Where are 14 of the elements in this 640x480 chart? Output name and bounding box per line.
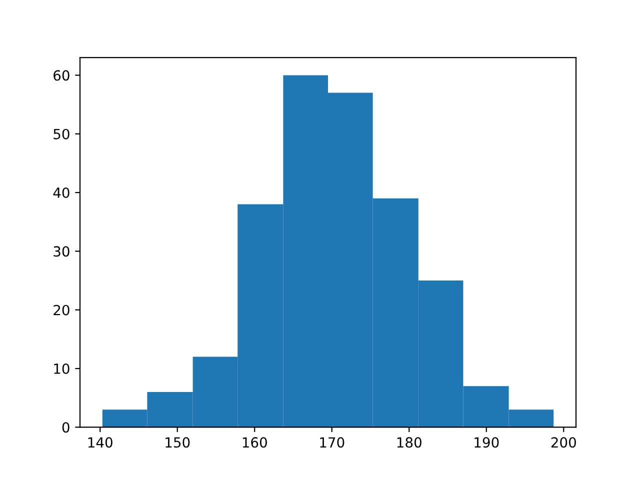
x-tick-label: 180 <box>397 437 422 448</box>
x-tick-label: 190 <box>474 437 499 448</box>
y-tick-label: 0 <box>62 422 70 433</box>
y-tick-label: 30 <box>54 246 70 257</box>
y-tick-label: 60 <box>54 70 70 81</box>
x-tick-label: 170 <box>320 437 344 448</box>
y-tick-label: 40 <box>53 188 70 198</box>
x-tick-label: 200 <box>551 437 576 448</box>
y-tick-label: 20 <box>54 304 70 316</box>
y-tick-label: 10 <box>54 364 70 374</box>
x-tick-label: 160 <box>242 437 267 448</box>
x-tick-label: 150 <box>166 437 190 448</box>
x-tick-label: 140 <box>88 437 112 448</box>
y-tick-label: 50 <box>54 128 70 140</box>
